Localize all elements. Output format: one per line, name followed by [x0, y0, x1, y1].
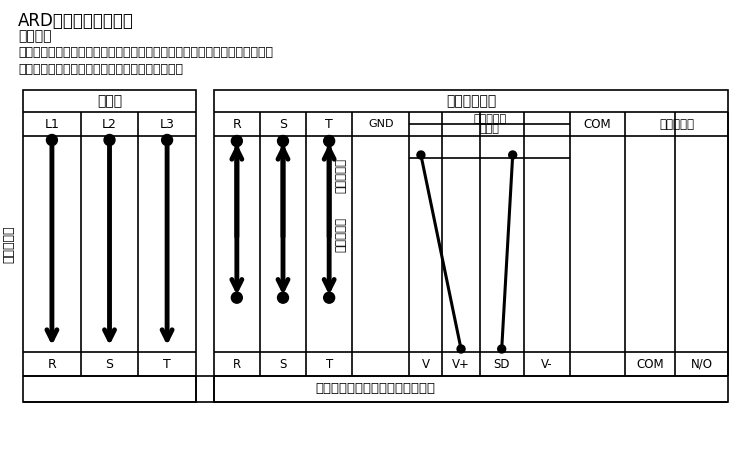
Circle shape	[104, 135, 115, 145]
Text: S: S	[279, 357, 287, 370]
Text: COM: COM	[636, 357, 664, 370]
Text: 输　入　端: 输 入 端	[2, 225, 15, 263]
Text: S: S	[106, 357, 114, 370]
Text: 接线说明: 接线说明	[18, 29, 52, 43]
Text: L2: L2	[102, 118, 117, 131]
Text: T: T	[163, 357, 171, 370]
Text: ＡＤＲ电梯应急停电柜接线端子台: ＡＤＲ电梯应急停电柜接线端子台	[316, 383, 435, 396]
Text: 一、电梯有门锁继电器或楼层继电器安装接线图：: 一、电梯有门锁继电器或楼层继电器安装接线图：	[18, 63, 184, 76]
Bar	[214, 90, 728, 402]
Text: L3: L3	[160, 118, 175, 131]
Text: 总开关: 总开关	[97, 94, 122, 108]
Text: 输　入　端: 输 入 端	[334, 158, 347, 193]
Text: GND: GND	[368, 119, 394, 129]
Text: V+: V+	[452, 357, 470, 370]
Text: R: R	[233, 357, 241, 370]
Circle shape	[498, 345, 506, 353]
Circle shape	[278, 292, 288, 303]
Circle shape	[324, 136, 334, 146]
Text: 相序继电器: 相序继电器	[659, 118, 694, 131]
Bar	[23, 90, 196, 402]
Circle shape	[324, 292, 334, 303]
Text: SD: SD	[493, 357, 510, 370]
Text: S: S	[279, 118, 287, 131]
Text: V-: V-	[541, 357, 553, 370]
Text: 常闭点: 常闭点	[480, 124, 499, 134]
Circle shape	[47, 135, 57, 145]
Text: T: T	[325, 357, 333, 370]
Text: R: R	[233, 118, 241, 131]
Circle shape	[417, 151, 425, 159]
Text: R: R	[48, 357, 56, 370]
Circle shape	[457, 345, 465, 353]
Text: V: V	[422, 357, 430, 370]
Circle shape	[162, 135, 172, 145]
Circle shape	[509, 151, 516, 159]
Text: ARD电梯应急平层装置: ARD电梯应急平层装置	[18, 12, 134, 30]
Circle shape	[231, 136, 242, 146]
Text: 门锁继电器: 门锁继电器	[473, 114, 506, 124]
Text: 输　出　端: 输 出 端	[334, 217, 347, 252]
Circle shape	[278, 136, 288, 146]
Text: T: T	[325, 118, 333, 131]
Text: 安装智能人性化，国际最好使用最易安装的电梯应急平层装置，只接八根线。: 安装智能人性化，国际最好使用最易安装的电梯应急平层装置，只接八根线。	[18, 46, 273, 59]
Text: L1: L1	[45, 118, 59, 131]
Text: N/O: N/O	[691, 357, 713, 370]
Circle shape	[231, 292, 242, 303]
Text: COM: COM	[583, 118, 611, 131]
Text: 变频器控制柜: 变频器控制柜	[446, 94, 496, 108]
